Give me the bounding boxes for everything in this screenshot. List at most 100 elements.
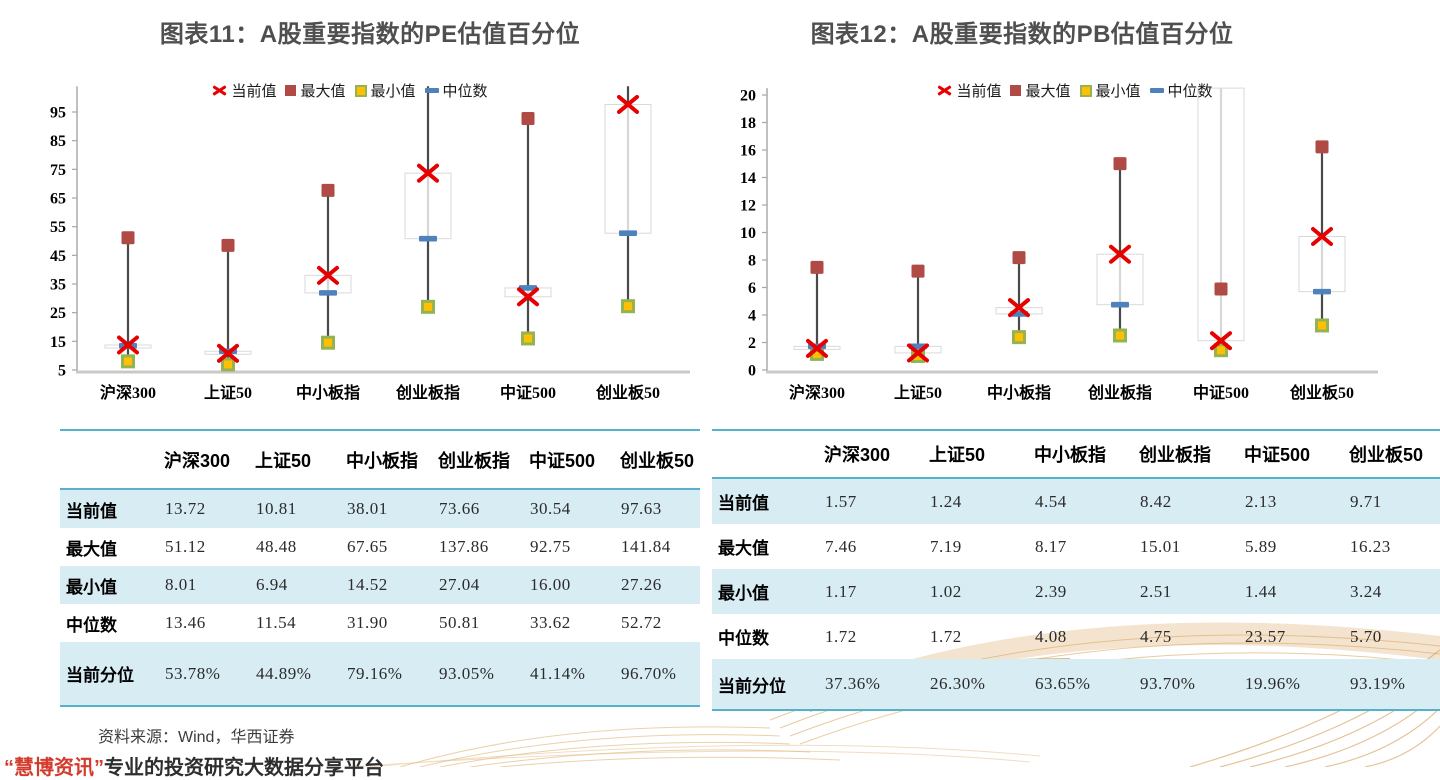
column-header: 上证50 bbox=[917, 430, 1022, 479]
pb-chart-legend: 当前值 最大值 最小值 中位数 bbox=[710, 80, 1440, 101]
table-cell: 1.17 bbox=[825, 581, 857, 601]
pb-table: 沪深300 上证50 中小板指 创业板指 中证500 创业板50 当前值 1.57 1.24 4.… bbox=[712, 429, 1440, 711]
y-axis-tick-label: 15 bbox=[50, 334, 66, 351]
table-cell: 1.72 bbox=[930, 626, 962, 646]
series-group-中小板指 bbox=[304, 183, 352, 350]
min-marker bbox=[221, 357, 235, 372]
table-cell: 1.02 bbox=[930, 581, 962, 601]
column-header: 中小板指 bbox=[1022, 430, 1127, 479]
max-marker bbox=[1113, 157, 1127, 171]
median-marker bbox=[319, 290, 337, 296]
legend-item-max: 最大值 bbox=[285, 80, 346, 101]
table-cell: 93.05% bbox=[439, 663, 495, 683]
current-median-box bbox=[604, 103, 652, 234]
median-marker bbox=[1313, 288, 1331, 295]
min-marker bbox=[421, 299, 435, 314]
row-label-column-header bbox=[712, 430, 812, 479]
table-cell: 5.89 bbox=[1245, 536, 1277, 556]
y-axis-tick-label: 14 bbox=[740, 170, 756, 187]
y-axis-tick-label: 8 bbox=[748, 253, 756, 270]
x-axis-category-label: 沪深300 bbox=[789, 383, 845, 402]
max-marker bbox=[1315, 140, 1329, 154]
row-label: 中位数 bbox=[66, 615, 117, 635]
pe-chart: 当前值 最大值 最小值 中位数 5 15 25 35 45 55 65 75 85 95 沪深300… bbox=[0, 60, 700, 412]
max-square-icon bbox=[285, 85, 297, 96]
x-axis-category-label: 中证500 bbox=[1193, 383, 1249, 402]
table-cell: 48.48 bbox=[256, 537, 297, 556]
series-group-中证500 bbox=[1197, 87, 1245, 358]
table-cell: 137.86 bbox=[439, 537, 489, 556]
table-cell: 37.36% bbox=[825, 674, 881, 693]
row-label: 当前分位 bbox=[718, 676, 786, 696]
column-header: 创业板指 bbox=[1127, 430, 1232, 479]
source-note: 资料来源：Wind，华西证券 bbox=[98, 729, 295, 746]
column-header: 创业板50 bbox=[608, 430, 700, 490]
y-axis-tick-label: 95 bbox=[50, 105, 66, 122]
median-dash-icon bbox=[1149, 88, 1164, 93]
table-cell: 50.81 bbox=[439, 613, 480, 632]
y-axis-tick-label: 25 bbox=[50, 305, 66, 322]
current-median-box bbox=[1197, 87, 1245, 342]
max-marker bbox=[810, 260, 824, 274]
min-marker bbox=[1214, 343, 1228, 358]
y-axis-tick-label: 4 bbox=[748, 308, 756, 325]
min-marker bbox=[121, 354, 135, 369]
table-row: 最大值 7.46 7.19 8.17 15.01 5.89 16.23 bbox=[712, 524, 1440, 569]
table-cell: 15.01 bbox=[1140, 536, 1181, 556]
y-axis-tick-label: 10 bbox=[740, 225, 756, 242]
min-marker bbox=[1113, 328, 1127, 343]
table-cell: 13.72 bbox=[165, 499, 206, 518]
current-x-marker bbox=[1210, 331, 1232, 351]
legend-label: 当前值 bbox=[956, 83, 1002, 100]
table-cell: 63.65% bbox=[1035, 674, 1091, 693]
table-cell: 53.78% bbox=[165, 663, 221, 683]
current-median-box bbox=[404, 172, 452, 240]
table-cell: 23.57 bbox=[1245, 626, 1286, 646]
median-marker bbox=[419, 235, 437, 242]
max-marker bbox=[121, 231, 135, 245]
table-cell: 8.17 bbox=[1035, 536, 1067, 556]
table-cell: 1.57 bbox=[825, 491, 857, 511]
series-group-中证500 bbox=[504, 111, 552, 346]
current-x-icon bbox=[212, 84, 227, 97]
x-axis-category-label: 沪深300 bbox=[100, 383, 156, 402]
legend-label: 最大值 bbox=[1025, 83, 1071, 100]
column-header: 沪深300 bbox=[152, 430, 243, 490]
current-x-marker bbox=[417, 163, 439, 183]
row-label: 中位数 bbox=[718, 629, 769, 648]
series-group-创业板指 bbox=[404, 86, 452, 314]
series-group-创业板指 bbox=[1096, 157, 1144, 343]
pb-table-container: 沪深300 上证50 中小板指 创业板指 中证500 创业板50 当前值 1.57 1.24 4.… bbox=[712, 429, 1440, 711]
table-cell: 11.54 bbox=[256, 613, 297, 632]
row-label: 当前值 bbox=[66, 501, 117, 521]
table-cell: 6.94 bbox=[256, 575, 288, 594]
table-row: 中位数 13.46 11.54 31.90 50.81 33.62 52.72 bbox=[60, 604, 700, 642]
pe-chart-svg: 5 15 25 35 45 55 65 75 85 95 沪深300 上证50 中小板指 创业板指 中证50… bbox=[50, 86, 690, 402]
row-label-column-header bbox=[60, 430, 152, 490]
table-cell: 27.26 bbox=[621, 575, 662, 594]
table-cell: 2.39 bbox=[1035, 581, 1067, 601]
legend-label: 中位数 bbox=[442, 83, 488, 100]
legend-label: 最小值 bbox=[1095, 83, 1141, 100]
table-row: 当前值 13.72 10.81 38.01 73.66 30.54 97.63 bbox=[60, 489, 700, 528]
table-cell: 73.66 bbox=[439, 499, 480, 518]
legend-label: 最大值 bbox=[300, 83, 346, 100]
pb-chart-svg: 0 2 4 6 8 10 12 14 16 18 20 沪深300 上证50 中小板指 创业板指 中证500 创… bbox=[740, 87, 1378, 402]
series-group-创业板50 bbox=[1298, 140, 1346, 333]
table-row: 当前分位 37.36% 26.30% 63.65% 93.70% 19.96% 93.19% bbox=[712, 659, 1440, 710]
table-row: 最小值 8.01 6.94 14.52 27.04 16.00 27.26 bbox=[60, 566, 700, 604]
row-label: 最小值 bbox=[718, 584, 769, 603]
table-cell: 31.90 bbox=[347, 613, 388, 632]
y-axis-tick-label: 75 bbox=[50, 162, 66, 179]
table-cell: 4.75 bbox=[1140, 626, 1172, 646]
pe-chart-title: 图表11：A股重要指数的PE估值百分位 bbox=[159, 21, 581, 48]
table-cell: 2.13 bbox=[1245, 491, 1277, 511]
x-axis-category-label: 上证50 bbox=[894, 384, 942, 402]
y-axis-tick-label: 20 bbox=[740, 88, 756, 105]
min-marker bbox=[621, 299, 635, 314]
legend-item-min: 最小值 bbox=[354, 80, 416, 101]
legend-item-current: 当前值 bbox=[937, 80, 1001, 101]
series-group-中小板指 bbox=[995, 251, 1043, 345]
series-group-上证50 bbox=[894, 264, 942, 363]
min-marker bbox=[521, 331, 535, 346]
